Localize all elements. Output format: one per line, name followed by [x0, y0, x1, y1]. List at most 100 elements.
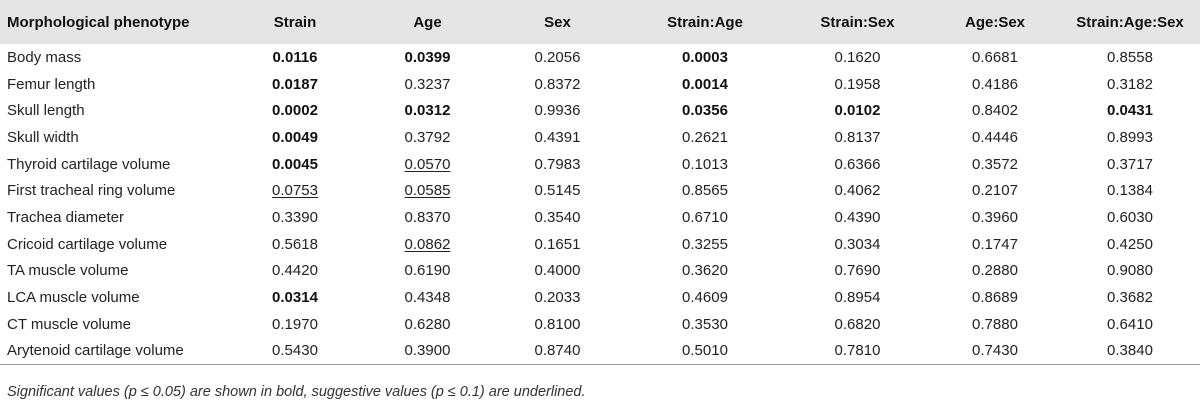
- cell-value: 0.8689: [972, 289, 1018, 307]
- cell-value: 0.3390: [272, 208, 318, 226]
- table-cell: 0.2880: [930, 258, 1060, 285]
- cell-value: 0.0116: [272, 48, 318, 66]
- cell-value: 0.4420: [272, 262, 318, 280]
- cell-value: 0.3620: [682, 262, 728, 280]
- cell-value: 0.8740: [534, 342, 581, 360]
- table-cell: 0.8689: [930, 284, 1060, 311]
- cell-value: 0.3182: [1107, 75, 1153, 93]
- table-cell: 0.3682: [1060, 284, 1200, 311]
- cell-value: 0.3530: [682, 315, 728, 333]
- cell-value: 0.9936: [534, 102, 581, 120]
- cell-value: 0.3255: [682, 235, 728, 253]
- table-cell: 0.3620: [625, 258, 785, 285]
- table-header: Morphological phenotype Strain Age Sex S…: [0, 0, 1200, 44]
- table-cell: 0.3255: [625, 231, 785, 258]
- table-cell: 0.1384: [1060, 177, 1200, 204]
- cell-value: 0.6190: [404, 262, 451, 280]
- table-cell: 0.0585: [365, 177, 490, 204]
- cell-value: 0.6410: [1107, 315, 1153, 333]
- cell-value: 0.2107: [972, 182, 1018, 200]
- table-cell: 0.3840: [1060, 337, 1200, 365]
- row-label: Skull width: [7, 128, 79, 146]
- table-cell: 0.2621: [625, 124, 785, 151]
- cell-value: 0.3572: [972, 155, 1018, 173]
- table-cell: 0.4250: [1060, 231, 1200, 258]
- table-row: Body mass 0.0116 0.0399 0.2056 0.0003 0.1620 0…: [0, 44, 1200, 71]
- cell-value: 0.0862: [404, 235, 451, 253]
- table-footnote: Significant values (p ≤ 0.05) are shown …: [7, 384, 586, 400]
- table-cell: 0.0002: [225, 97, 365, 124]
- cell-value: 0.7983: [534, 155, 581, 173]
- p-value-table: Morphological phenotype Strain Age Sex S…: [0, 0, 1200, 365]
- cell-value: 0.4250: [1107, 235, 1153, 253]
- table-cell: 0.0003: [625, 44, 785, 71]
- cell-value: 0.0002: [272, 102, 318, 120]
- table-row: LCA muscle volume 0.0314 0.4348 0.2033 0.460…: [0, 284, 1200, 311]
- table-row: Femur length 0.0187 0.3237 0.8372 0.0014 0.19…: [0, 71, 1200, 98]
- cell-value: 0.4348: [404, 289, 451, 307]
- table-cell: 0.3960: [930, 204, 1060, 231]
- cell-value: 0.5618: [272, 235, 318, 253]
- col-header-strain: Strain: [273, 13, 317, 31]
- cell-value: 0.0570: [404, 155, 451, 173]
- cell-value: 0.1620: [834, 48, 881, 66]
- table-cell: 0.0356: [625, 97, 785, 124]
- cell-value: 0.1013: [682, 155, 728, 173]
- table-cell: 0.8100: [490, 311, 625, 338]
- table-cell: 0.4390: [785, 204, 930, 231]
- cell-value: 0.3960: [972, 208, 1018, 226]
- row-label: First tracheal ring volume: [7, 182, 176, 200]
- table-cell: 0.8402: [930, 97, 1060, 124]
- cell-value: 0.4609: [682, 289, 728, 307]
- cell-value: 0.3717: [1107, 155, 1153, 173]
- table-cell: 0.8372: [490, 71, 625, 98]
- table-cell: 0.9080: [1060, 258, 1200, 285]
- table-body: Body mass 0.0116 0.0399 0.2056 0.0003 0.1620 0…: [0, 44, 1200, 365]
- cell-value: 0.6366: [834, 155, 881, 173]
- row-label: LCA muscle volume: [7, 289, 140, 307]
- table-cell: 0.3182: [1060, 71, 1200, 98]
- col-header-age-sex: Age:Sex: [964, 13, 1026, 31]
- table-row: Cricoid cartilage volume 0.5618 0.0862 0.16…: [0, 231, 1200, 258]
- table-cell: 0.3540: [490, 204, 625, 231]
- table-cell: 0.0102: [785, 97, 930, 124]
- cell-value: 0.1970: [272, 315, 318, 333]
- cell-value: 0.0014: [682, 75, 728, 93]
- cell-value: 0.0049: [272, 128, 318, 146]
- cell-value: 0.8372: [534, 75, 581, 93]
- table-cell: 0.0116: [225, 44, 365, 71]
- table-cell: 0.4348: [365, 284, 490, 311]
- cell-value: 0.9080: [1107, 262, 1153, 280]
- cell-value: 0.0045: [272, 155, 318, 173]
- cell-value: 0.6030: [1107, 208, 1153, 226]
- cell-value: 0.0399: [404, 48, 451, 66]
- row-label: Skull length: [7, 102, 85, 120]
- table-cell: 0.9936: [490, 97, 625, 124]
- table-cell: 0.6820: [785, 311, 930, 338]
- row-label: CT muscle volume: [7, 315, 131, 333]
- table-cell: 0.0187: [225, 71, 365, 98]
- cell-value: 0.0102: [834, 102, 881, 120]
- table-cell: 0.6410: [1060, 311, 1200, 338]
- row-label: TA muscle volume: [7, 262, 129, 280]
- table-cell: 0.0045: [225, 151, 365, 178]
- cell-value: 0.8954: [834, 289, 881, 307]
- cell-value: 0.0312: [404, 102, 451, 120]
- cell-value: 0.0431: [1107, 102, 1153, 120]
- table-cell: 0.3390: [225, 204, 365, 231]
- table-cell: 0.8370: [365, 204, 490, 231]
- cell-value: 0.0585: [404, 182, 451, 200]
- table-cell: 0.4186: [930, 71, 1060, 98]
- table-row: Trachea diameter 0.3390 0.8370 0.3540 0.6710…: [0, 204, 1200, 231]
- cell-value: 0.3840: [1107, 342, 1153, 360]
- row-label: Thyroid cartilage volume: [7, 155, 171, 173]
- table-cell: 0.6710: [625, 204, 785, 231]
- cell-value: 0.6710: [682, 208, 728, 226]
- cell-value: 0.8100: [534, 315, 581, 333]
- cell-value: 0.8565: [682, 182, 728, 200]
- col-header-age: Age: [413, 13, 442, 31]
- table-cell: 0.6366: [785, 151, 930, 178]
- cell-value: 0.3792: [404, 128, 451, 146]
- cell-value: 0.5010: [682, 342, 728, 360]
- table-cell: 0.3237: [365, 71, 490, 98]
